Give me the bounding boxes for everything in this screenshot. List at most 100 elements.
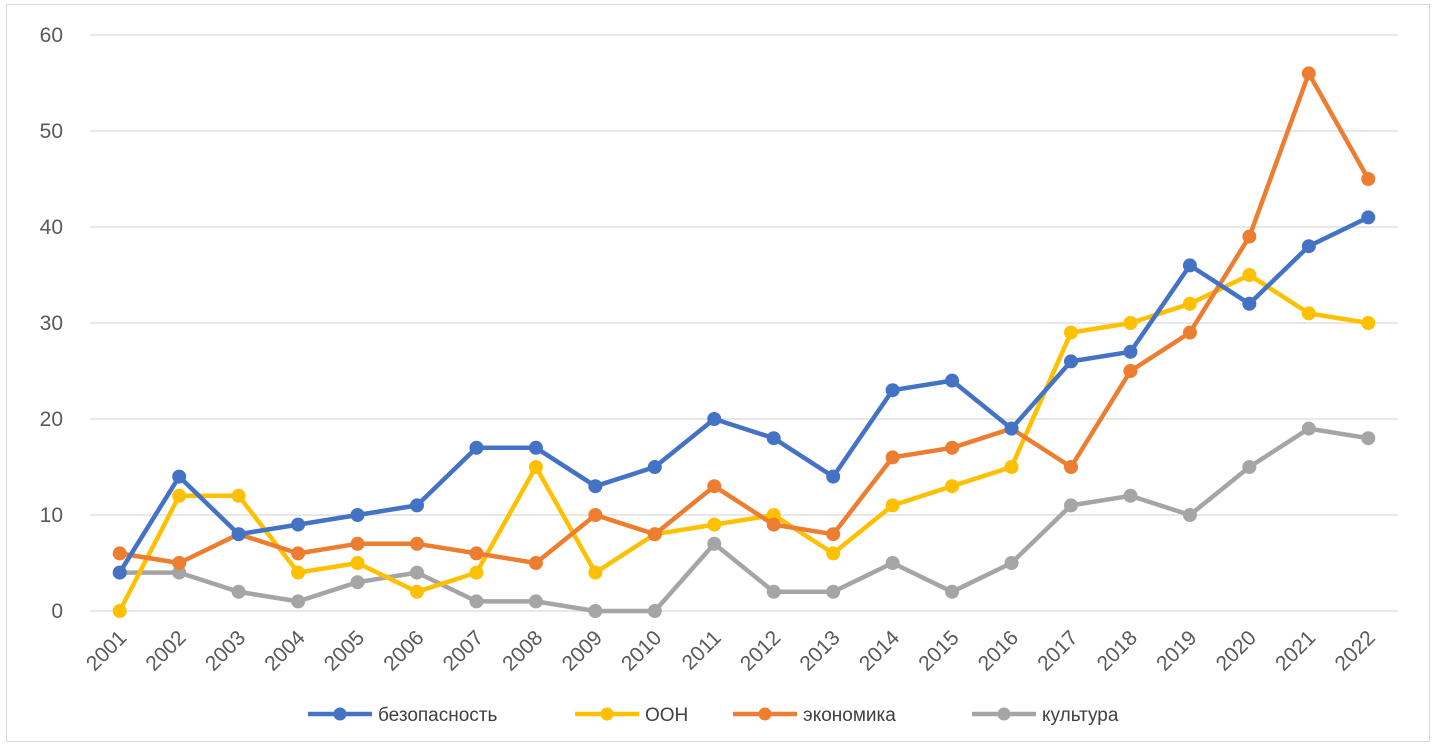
data-point <box>469 440 484 455</box>
data-point <box>231 488 246 503</box>
data-point <box>1242 229 1257 244</box>
data-point <box>885 498 900 513</box>
data-point <box>231 527 246 542</box>
data-point <box>945 584 960 599</box>
data-point <box>1361 316 1376 330</box>
data-point <box>528 440 543 455</box>
y-tick-label: 50 <box>40 120 63 143</box>
data-point <box>410 536 424 551</box>
y-tick-label: 0 <box>51 600 63 623</box>
data-point <box>528 556 543 570</box>
data-point <box>1301 306 1316 321</box>
data-point <box>707 479 722 494</box>
data-point <box>766 431 781 446</box>
data-point <box>1064 498 1078 513</box>
x-tick-label: 2008 <box>498 626 547 675</box>
data-point <box>112 546 127 561</box>
data-point <box>826 546 841 561</box>
data-point <box>826 469 841 484</box>
y-tick-label: 20 <box>40 408 63 431</box>
data-point <box>1361 172 1376 186</box>
data-point <box>1301 421 1316 436</box>
legend-label-1: ООН <box>645 705 688 726</box>
data-point <box>1361 210 1376 225</box>
data-point <box>469 594 484 609</box>
x-tick-label: 2011 <box>678 626 726 674</box>
data-point <box>291 594 306 609</box>
data-point <box>291 565 306 580</box>
chart-frame <box>6 4 1430 742</box>
data-point <box>350 536 365 551</box>
x-tick-label: 2020 <box>1212 626 1261 675</box>
data-point <box>826 527 841 542</box>
data-point <box>1301 239 1316 254</box>
data-point <box>766 584 781 599</box>
data-point <box>410 498 424 513</box>
data-point <box>588 604 603 618</box>
data-point <box>1123 316 1138 330</box>
legend-label-2: экономика <box>803 705 896 726</box>
data-point <box>1123 488 1138 503</box>
data-point <box>588 508 603 522</box>
data-point <box>885 383 900 398</box>
x-axis-ticks: 2001 2002 2003 2004 2005 2006 2007 2008 2009 2010… <box>82 626 1380 676</box>
series-line-3 <box>117 426 1371 614</box>
data-point <box>172 556 187 570</box>
x-tick-label: 2001 <box>82 626 131 675</box>
data-point <box>231 584 246 599</box>
data-point <box>945 373 960 388</box>
data-point <box>469 546 484 561</box>
data-point <box>291 546 306 561</box>
y-tick-label: 40 <box>40 216 63 239</box>
data-point <box>1123 344 1138 359</box>
data-point <box>1361 431 1376 446</box>
data-point <box>826 584 841 599</box>
x-tick-label: 2004 <box>260 626 310 676</box>
data-point <box>1064 460 1078 474</box>
data-point <box>350 575 365 590</box>
series-line-1 <box>117 272 1371 614</box>
x-tick-label: 2003 <box>201 626 250 675</box>
data-point <box>350 556 365 570</box>
data-point <box>707 412 722 426</box>
data-point <box>172 469 187 484</box>
legend-label-0: безопасность <box>378 705 498 726</box>
data-point <box>172 488 187 503</box>
legend: безопасность ООН экономика культура <box>308 705 1119 726</box>
data-point <box>1064 354 1078 369</box>
x-tick-label: 2021 <box>1271 626 1320 675</box>
data-point <box>766 517 781 532</box>
x-tick-label: 2013 <box>795 626 844 675</box>
data-point <box>1301 66 1316 81</box>
gridlines <box>90 34 1398 612</box>
data-point <box>410 584 424 599</box>
data-point <box>885 450 900 465</box>
x-tick-label: 2018 <box>1093 626 1142 675</box>
x-tick-label: 2014 <box>855 626 905 676</box>
x-tick-label: 2019 <box>1152 626 1201 675</box>
data-point <box>1123 364 1138 378</box>
data-point <box>945 440 960 455</box>
y-axis-ticks: 0 10 20 30 40 50 60 <box>40 24 63 623</box>
data-point <box>112 604 127 618</box>
data-point <box>350 508 365 522</box>
data-point <box>410 565 424 580</box>
data-point <box>291 517 306 532</box>
data-point <box>1242 268 1257 282</box>
data-point <box>588 479 603 494</box>
data-point <box>588 565 603 580</box>
data-point <box>1004 556 1019 570</box>
series-group <box>112 66 1376 618</box>
data-point <box>707 536 722 551</box>
legend-label-3: культура <box>1042 705 1119 726</box>
x-tick-label: 2016 <box>974 626 1023 675</box>
x-tick-label: 2017 <box>1033 626 1082 675</box>
y-tick-label: 60 <box>40 24 63 47</box>
data-point <box>469 565 484 580</box>
data-point <box>528 460 543 474</box>
data-point <box>647 527 662 542</box>
series-line-0 <box>117 215 1371 575</box>
legend-marker-1 <box>600 707 614 721</box>
data-point <box>1182 325 1197 340</box>
